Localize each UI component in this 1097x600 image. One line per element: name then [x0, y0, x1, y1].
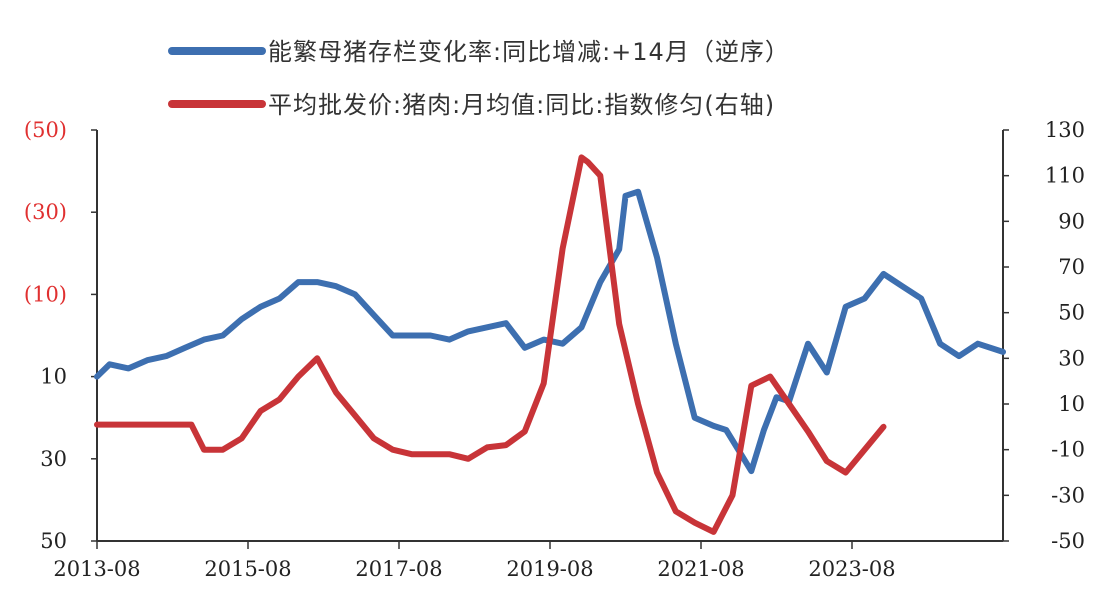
- left-tick-label: (30): [24, 200, 67, 224]
- right-tick-label: 90: [1058, 209, 1085, 233]
- right-tick-label: 50: [1058, 301, 1085, 325]
- right-tick-label: 110: [1045, 164, 1085, 188]
- x-tick-label: 2019-08: [506, 557, 593, 581]
- series-line-1: [94, 188, 1006, 475]
- axes: (50) (30) (10) 10 30 50 -50 -30 -10 10 30 50 70 90 110…: [24, 118, 1085, 581]
- left-tick-label: 30: [40, 447, 67, 471]
- left-tick-label: (10): [24, 282, 67, 306]
- right-tick-label: -10: [1051, 438, 1085, 462]
- legend-label-1: 能繁母猪存栏变化率:同比增减:+14月（逆序）: [268, 38, 790, 66]
- right-tick-label: 30: [1058, 346, 1085, 370]
- right-tick-label: -30: [1051, 483, 1085, 507]
- right-tick-label: 10: [1058, 392, 1085, 416]
- x-tick-label: 2021-08: [657, 557, 744, 581]
- legend-label-2: 平均批发价:猪肉:月均值:同比:指数修匀(右轴): [268, 91, 775, 119]
- series-layer: [94, 154, 1006, 535]
- right-tick-label: -50: [1051, 529, 1085, 553]
- left-tick-label: 50: [40, 529, 67, 553]
- series-line-2: [94, 154, 887, 535]
- left-tick-label: (50): [24, 118, 67, 142]
- x-tick-label: 2013-08: [53, 557, 140, 581]
- legend: 能繁母猪存栏变化率:同比增减:+14月（逆序） 平均批发价:猪肉:月均值:同比:…: [168, 38, 790, 119]
- right-tick-label: 130: [1045, 118, 1085, 142]
- right-tick-label: 70: [1058, 255, 1085, 279]
- left-tick-label: 10: [40, 365, 67, 389]
- x-tick-label: 2015-08: [204, 557, 291, 581]
- x-tick-label: 2023-08: [808, 557, 895, 581]
- x-tick-label: 2017-08: [355, 557, 442, 581]
